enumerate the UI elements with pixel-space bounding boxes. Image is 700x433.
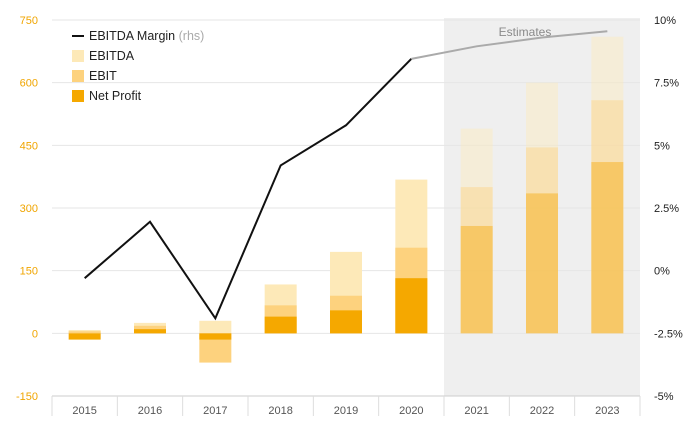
bar-ebit-2021 <box>460 187 493 334</box>
legend-swatch-ebitda <box>72 50 84 62</box>
legend-label-net-profit: Net Profit <box>89 89 142 103</box>
y-left-tick-label: 0 <box>32 328 38 340</box>
x-tick-label-2021: 2021 <box>464 405 488 417</box>
y-left-tick-label: 750 <box>20 15 38 27</box>
y-axis-left: -150 0 150 300 450 600 750 <box>16 15 38 403</box>
bar-net-profit-2022 <box>526 193 558 334</box>
bar-net-profit-2021 <box>460 225 493 334</box>
x-axis: 2015 2016 2017 2018 2019 2020 2021 2022 2023 <box>51 395 641 417</box>
x-tick-label-2018: 2018 <box>268 405 292 417</box>
bars <box>68 36 624 363</box>
bar-net-profit-2018 <box>264 316 297 334</box>
x-tick-label-2015: 2015 <box>72 405 96 417</box>
y-right-tick-label: -5% <box>654 391 674 403</box>
y-left-tick-label: 150 <box>20 266 38 278</box>
x-tick-label-2022: 2022 <box>530 405 554 417</box>
margin-line-actual <box>84 58 413 321</box>
estimates-label: Estimates <box>499 25 552 39</box>
legend: EBITDA Margin (rhs) EBITDA EBIT Net Prof… <box>72 29 204 103</box>
legend-label-ebit: EBIT <box>89 69 117 83</box>
bar-ebit-2015 <box>68 331 101 334</box>
y-right-tick-label: 5% <box>654 140 670 152</box>
bar-net-profit-2017 <box>199 333 232 340</box>
y-right-tick-label: 7.5% <box>654 78 679 90</box>
y-left-tick-label: 300 <box>20 203 38 215</box>
y-right-tick-label: 2.5% <box>654 203 679 215</box>
y-left-tick-label: 450 <box>20 140 38 152</box>
y-left-tick-label: -150 <box>16 391 38 403</box>
bar-net-profit-2015 <box>68 333 101 340</box>
bar-net-profit-2023 <box>591 162 624 334</box>
legend-swatch-net-profit <box>72 90 84 102</box>
margin-line-estimate <box>411 30 608 60</box>
margin-line <box>84 30 608 321</box>
legend-margin-name: EBITDA Margin <box>89 29 175 43</box>
x-tick-label-2016: 2016 <box>138 405 162 417</box>
legend-label-ebitda: EBITDA <box>89 49 135 63</box>
legend-margin-rhs: (rhs) <box>179 29 205 43</box>
bar-ebitda-2023 <box>591 36 624 334</box>
y-right-tick-label: 10% <box>654 15 676 27</box>
x-tick-label-2017: 2017 <box>203 405 227 417</box>
bar-net-profit-2020 <box>395 278 428 334</box>
bar-ebitda-2022 <box>526 82 558 334</box>
y-right-tick-label: -2.5% <box>654 328 683 340</box>
y-right-tick-label: 0% <box>654 266 670 278</box>
y-axis-right: -5% -2.5% 0% 2.5% 5% 7.5% 10% <box>654 15 683 403</box>
legend-label-margin: EBITDA Margin (rhs) <box>89 29 204 43</box>
bar-ebit-2023 <box>591 100 624 334</box>
bar-net-profit-2019 <box>330 310 362 334</box>
bar-ebitda-2021 <box>460 128 493 334</box>
x-tick-label-2023: 2023 <box>595 405 619 417</box>
legend-swatch-ebit <box>72 70 84 82</box>
bar-ebit-2022 <box>526 147 558 334</box>
bar-net-profit-2016 <box>134 329 166 334</box>
x-tick-label-2020: 2020 <box>399 405 423 417</box>
bar-ebitda-2017 <box>199 320 232 334</box>
x-tick-label-2019: 2019 <box>334 405 358 417</box>
y-left-tick-label: 600 <box>20 78 38 90</box>
